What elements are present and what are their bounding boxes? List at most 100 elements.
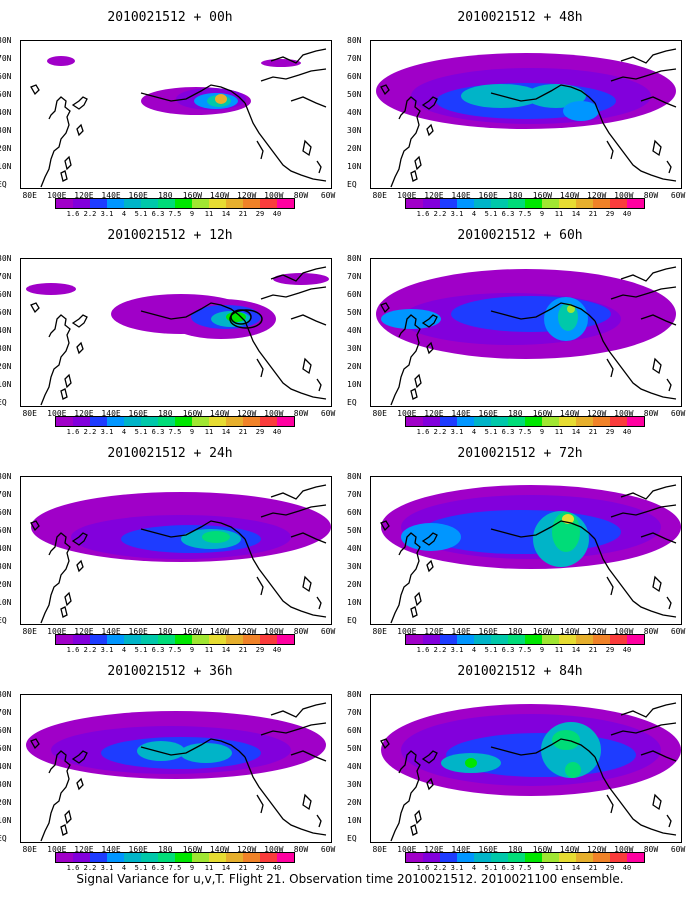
lat-label: 40N [347,108,362,117]
colorbar-swatch [542,417,559,426]
lon-label: 120E [424,845,444,854]
coastline [256,794,264,814]
lat-label: 80N [347,254,362,263]
colorbar-label: 40 [622,210,632,218]
colorbar-label: 11 [554,646,564,654]
lat-label: 10N [0,816,12,825]
coastline [30,302,40,314]
colorbar-swatch [542,199,559,208]
lon-label: 160E [478,627,498,636]
variance-contour-fill [215,94,227,104]
colorbar-swatch [243,417,260,426]
lat-label: 80N [347,690,362,699]
colorbar-swatch [576,853,593,862]
variance-contour-fill [180,743,232,763]
coastline [390,314,421,406]
lat-label: 30N [347,344,362,353]
lon-label: 80E [372,191,387,200]
lon-label: 120E [74,191,94,200]
colorbar-swatch [56,417,73,426]
colorbar-label: 11 [554,864,564,872]
lat-label: 20N [0,798,12,807]
colorbar-label: 11 [554,428,564,436]
lat-label: 40N [0,544,12,553]
lat-label: 20N [347,798,362,807]
lon-label: 80W [643,845,659,854]
colorbar-label: 21 [238,210,248,218]
lat-label: 30N [347,780,362,789]
lat-label: 60N [347,726,362,735]
colorbar-label: 29 [255,210,265,218]
colorbar-label: 14 [571,646,581,654]
lon-label: 120W [587,409,607,418]
lon-label: 100W [264,845,284,854]
lon-label: 80E [372,845,387,854]
colorbar-swatch [593,417,610,426]
lon-label: 100W [264,409,284,418]
colorbar-swatch [423,199,440,208]
coastline [426,123,434,137]
colorbar-swatch [107,635,124,644]
lon-label: 160W [182,409,203,418]
lat-label: 40N [0,326,12,335]
lon-label: 160E [478,191,498,200]
colorbar-swatch [491,853,508,862]
lat-label: 40N [0,762,12,771]
lon-label: 80W [293,409,309,418]
colorbar-label: 1.6 [66,210,80,218]
forecast-panel: 2010021512 + 00h 80N 70N 60N 50N 40N 30N 20N 10N… [0,0,340,218]
colorbar-swatch [406,199,423,208]
lat-label: EQ [0,398,7,407]
colorbar-label: 3.1 [450,428,464,436]
colorbar-label: 2.2 [83,210,97,218]
colorbar-label: 29 [605,210,615,218]
lat-label: 50N [0,90,12,99]
colorbar-label: 40 [272,210,282,218]
colorbar-swatch [124,635,141,644]
observation-ring [229,309,263,329]
lon-label: 140E [451,845,471,854]
lon-label: 160W [532,627,553,636]
colorbar-swatch [226,199,243,208]
colorbar-label: 6.3 [151,428,165,436]
colorbar-swatch [559,635,576,644]
colorbar-label: 7.5 [168,646,182,654]
lat-label: 10N [347,380,362,389]
lon-label: 160W [532,191,553,200]
coastline [60,824,68,836]
coastline [414,591,422,607]
lon-label: 120E [74,409,94,418]
colorbar-label: 9 [539,428,545,436]
lat-label: 20N [347,580,362,589]
lon-label: 100E [47,409,67,418]
lon-label: 80E [22,627,37,636]
lon-label: 120E [74,845,94,854]
coastline [606,140,614,160]
lon-label: 80E [22,191,37,200]
lon-label: 140E [451,191,471,200]
colorbar-swatch [124,199,141,208]
colorbar-swatch [192,199,209,208]
lon-label: 160E [128,845,148,854]
colorbar-label: 5.1 [484,210,498,218]
map-canvas [380,484,681,624]
lon-label: 140W [559,191,580,200]
coastline [140,738,246,758]
colorbar-swatch [56,853,73,862]
colorbar-label: 4 [121,864,127,872]
colorbar-swatch [124,853,141,862]
coastline [666,378,672,392]
colorbar-label: 1.6 [66,864,80,872]
forecast-panel: 2010021512 + 24h 80N 70N 60N 50N 40N 30N 20N 10N… [0,436,340,654]
colorbar-label: 9 [539,210,545,218]
colorbar-swatch [508,853,525,862]
coastline [414,373,422,389]
colorbar-swatch [576,417,593,426]
coastline [64,373,72,389]
colorbar-label: 29 [605,428,615,436]
map-canvas [380,702,681,842]
coastline [260,722,327,736]
coastline [270,484,327,500]
lat-label: 20N [0,362,12,371]
colorbar-label: 21 [588,210,598,218]
